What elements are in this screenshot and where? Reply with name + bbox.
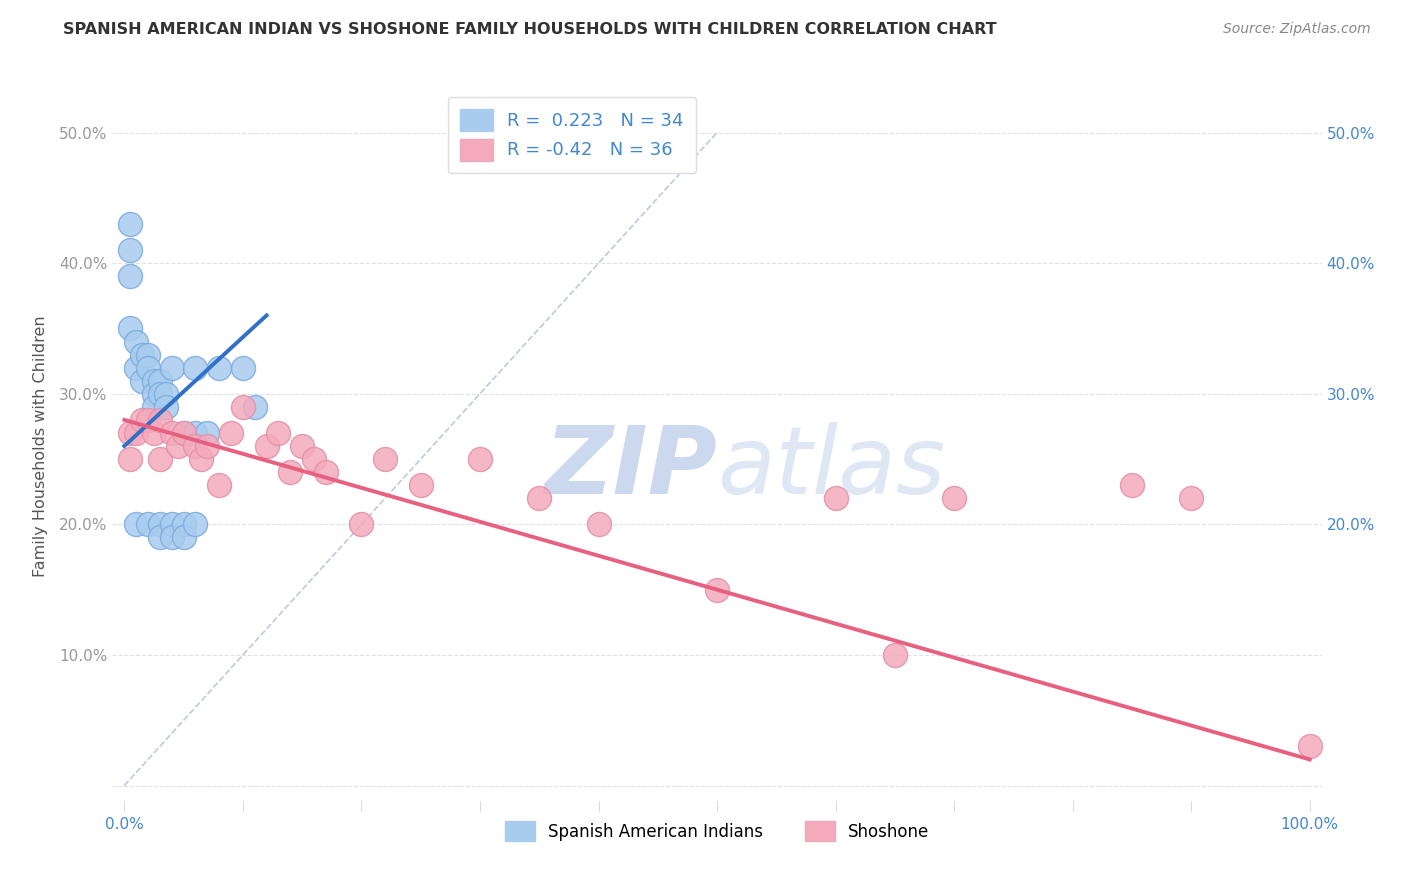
- Point: [256, 439, 278, 453]
- Point: [155, 386, 177, 401]
- Point: [232, 400, 254, 414]
- Point: [468, 452, 491, 467]
- Legend: Spanish American Indians, Shoshone: Spanish American Indians, Shoshone: [492, 807, 942, 855]
- Point: [1299, 739, 1322, 754]
- Point: [120, 425, 142, 440]
- Point: [136, 360, 159, 375]
- Point: [120, 243, 142, 257]
- Text: atlas: atlas: [717, 423, 945, 514]
- Point: [409, 478, 432, 492]
- Point: [267, 425, 290, 440]
- Point: [350, 517, 373, 532]
- Point: [143, 374, 166, 388]
- Point: [143, 386, 166, 401]
- Point: [232, 360, 254, 375]
- Point: [1121, 478, 1143, 492]
- Point: [184, 425, 207, 440]
- Point: [125, 425, 148, 440]
- Point: [131, 348, 153, 362]
- Point: [219, 425, 242, 440]
- Point: [136, 517, 159, 532]
- Point: [160, 517, 183, 532]
- Point: [160, 360, 183, 375]
- Point: [706, 582, 728, 597]
- Point: [136, 413, 159, 427]
- Point: [208, 360, 231, 375]
- Point: [149, 413, 172, 427]
- Point: [184, 517, 207, 532]
- Point: [173, 517, 195, 532]
- Point: [143, 425, 166, 440]
- Point: [190, 452, 212, 467]
- Point: [149, 386, 172, 401]
- Point: [160, 530, 183, 544]
- Point: [278, 465, 301, 479]
- Point: [184, 439, 207, 453]
- Point: [1180, 491, 1202, 506]
- Point: [143, 400, 166, 414]
- Point: [374, 452, 396, 467]
- Y-axis label: Family Households with Children: Family Households with Children: [32, 315, 48, 577]
- Point: [173, 425, 195, 440]
- Point: [131, 413, 153, 427]
- Point: [125, 360, 148, 375]
- Point: [166, 439, 188, 453]
- Point: [149, 374, 172, 388]
- Point: [943, 491, 966, 506]
- Point: [155, 400, 177, 414]
- Point: [195, 425, 218, 440]
- Point: [149, 517, 172, 532]
- Point: [149, 452, 172, 467]
- Point: [160, 425, 183, 440]
- Point: [120, 269, 142, 284]
- Point: [173, 530, 195, 544]
- Point: [120, 321, 142, 335]
- Point: [243, 400, 266, 414]
- Point: [291, 439, 314, 453]
- Text: SPANISH AMERICAN INDIAN VS SHOSHONE FAMILY HOUSEHOLDS WITH CHILDREN CORRELATION : SPANISH AMERICAN INDIAN VS SHOSHONE FAMI…: [63, 22, 997, 37]
- Point: [824, 491, 846, 506]
- Point: [149, 530, 172, 544]
- Text: ZIP: ZIP: [544, 422, 717, 514]
- Text: Source: ZipAtlas.com: Source: ZipAtlas.com: [1223, 22, 1371, 37]
- Point: [302, 452, 325, 467]
- Point: [173, 425, 195, 440]
- Point: [184, 360, 207, 375]
- Point: [588, 517, 610, 532]
- Point: [131, 374, 153, 388]
- Point: [125, 517, 148, 532]
- Point: [195, 439, 218, 453]
- Point: [883, 648, 905, 662]
- Point: [125, 334, 148, 349]
- Point: [120, 217, 142, 231]
- Point: [120, 452, 142, 467]
- Point: [529, 491, 551, 506]
- Point: [208, 478, 231, 492]
- Point: [315, 465, 337, 479]
- Point: [136, 348, 159, 362]
